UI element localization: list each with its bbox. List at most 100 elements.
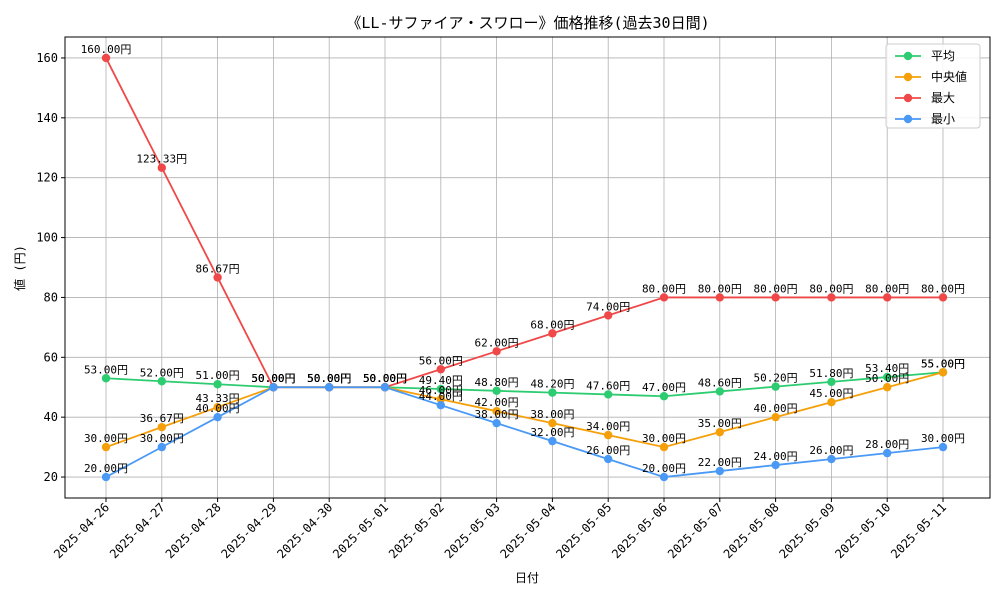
x-tick-label: 2025-05-02 — [386, 500, 447, 561]
legend-box — [885, 43, 981, 129]
data-point — [827, 293, 836, 302]
data-label: 50.00円 — [363, 372, 407, 385]
x-tick-label: 2025-05-10 — [832, 500, 893, 561]
data-label: 50.00円 — [307, 372, 351, 385]
legend-label: 最大 — [931, 91, 955, 105]
data-label: 20.00円 — [84, 462, 128, 475]
data-label: 42.00円 — [475, 396, 519, 409]
data-point — [492, 418, 501, 428]
legend-item-1: 平均 — [895, 49, 955, 63]
x-tick-label: 2025-04-28 — [163, 500, 224, 561]
data-point — [436, 384, 445, 394]
data-label: 32.00円 — [530, 426, 574, 439]
data-point — [548, 388, 557, 397]
data-label: 80.00円 — [642, 282, 686, 295]
y-tick-label: 100 — [36, 231, 58, 245]
data-point — [659, 392, 669, 401]
data-label: 80.00円 — [754, 282, 798, 295]
data-point — [604, 430, 613, 440]
data-label: 38.00円 — [530, 408, 574, 421]
data-label: 44.00円 — [419, 390, 463, 403]
data-point — [101, 442, 111, 452]
data-label: 48.60円 — [698, 376, 742, 389]
data-point — [157, 442, 166, 452]
data-label: 43.33円 — [196, 392, 240, 405]
y-tick-label: 140 — [36, 111, 58, 125]
data-point — [771, 412, 780, 422]
data-label: 47.00円 — [642, 381, 686, 394]
data-label: 50.00円 — [251, 372, 295, 385]
data-label: 50.20円 — [754, 372, 798, 385]
series-line — [105, 386, 944, 478]
data-point — [883, 293, 892, 302]
data-point — [213, 380, 222, 389]
data-label: 80.00円 — [698, 282, 742, 295]
x-tick-label: 2025-05-06 — [609, 500, 670, 561]
data-label: 28.00円 — [865, 438, 909, 451]
x-tick-label: 2025-05-07 — [665, 500, 726, 561]
data-point — [771, 293, 780, 302]
x-axis-label: 日付 — [515, 571, 539, 585]
legend-item-3: 最大 — [895, 91, 955, 105]
data-label: 80.00円 — [865, 282, 909, 295]
data-label: 45.00円 — [809, 387, 853, 400]
series-layer — [101, 53, 948, 482]
data-label: 51.00円 — [196, 369, 240, 382]
x-tick-label: 2025-05-04 — [498, 500, 559, 561]
data-label: 160.00円 — [81, 43, 132, 56]
data-point — [157, 422, 166, 432]
y-tick-label: 60 — [44, 350, 58, 364]
x-tick-label: 2025-04-27 — [107, 500, 168, 561]
data-label: 35.00円 — [698, 417, 742, 430]
data-point — [101, 472, 111, 482]
data-point — [101, 53, 111, 63]
data-label: 80.00円 — [921, 282, 965, 295]
series-3 — [101, 53, 948, 392]
data-label: 52.00円 — [140, 366, 184, 379]
data-label: 26.00円 — [586, 444, 630, 457]
data-label: 53.00円 — [84, 363, 128, 376]
data-point — [157, 163, 166, 172]
data-label: 62.00円 — [475, 336, 519, 349]
legend-marker — [903, 72, 913, 82]
data-point — [492, 386, 501, 396]
data-point — [213, 403, 222, 412]
data-label: 50.00円 — [363, 372, 407, 385]
data-label: 34.00円 — [586, 420, 630, 433]
data-point — [938, 442, 948, 452]
data-point — [827, 377, 836, 387]
chart-title: 《LL-サファイア・スワロー》価格推移(過去30日間) — [346, 14, 709, 32]
data-point — [548, 436, 557, 446]
data-point — [436, 401, 445, 410]
data-point — [213, 273, 222, 282]
data-point — [659, 472, 669, 482]
series-4 — [101, 383, 948, 482]
data-label: 50.00円 — [865, 372, 909, 385]
data-point — [715, 387, 724, 396]
data-point — [325, 383, 334, 392]
data-label: 46.00円 — [419, 384, 463, 397]
series-line — [105, 57, 943, 389]
y-axis-label: 値 (円) — [12, 245, 27, 291]
data-point — [157, 377, 166, 386]
data-label: 51.80円 — [809, 367, 853, 380]
data-label: 36.67円 — [140, 412, 184, 425]
x-tick-label: 2025-05-01 — [330, 500, 391, 561]
x-tick-label: 2025-04-30 — [274, 500, 335, 561]
y-tick-label: 80 — [44, 290, 58, 304]
data-label: 22.00円 — [698, 456, 742, 469]
legend-item-4: 最小 — [895, 112, 955, 126]
x-tick-label: 2025-05-03 — [442, 500, 503, 561]
data-point — [380, 383, 390, 392]
data-point — [883, 372, 892, 382]
data-point — [883, 448, 892, 458]
legend-label: 最小 — [931, 112, 955, 126]
y-tick-label: 20 — [44, 470, 58, 484]
data-label: 50.00円 — [307, 372, 351, 385]
data-label: 30.00円 — [921, 432, 965, 445]
data-point — [492, 347, 501, 356]
data-point — [938, 368, 948, 377]
data-point — [715, 427, 724, 437]
